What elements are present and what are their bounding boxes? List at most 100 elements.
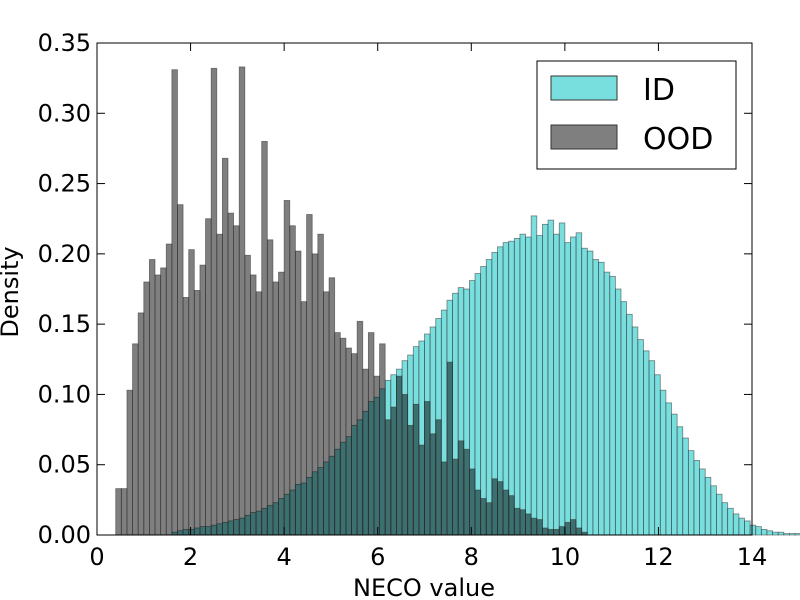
bar-ood-58 <box>440 461 448 536</box>
y-tick-label-4: 0.20 <box>38 240 91 268</box>
bar-id-61 <box>513 237 521 536</box>
y-axis: 0.00 0.05 0.10 0.15 0.20 0.25 0.30 0.35 <box>38 29 752 549</box>
x-tick-label-1: 2 <box>183 543 198 571</box>
bar-ood-40 <box>339 337 347 536</box>
bar-id-95 <box>704 476 712 536</box>
bar-ood-1 <box>120 488 128 536</box>
bar-ood-25 <box>255 291 263 536</box>
x-tick-label-4: 8 <box>464 543 479 571</box>
bar-id-110 <box>789 533 796 536</box>
bar-id-97 <box>716 493 723 536</box>
bar-ood-26 <box>261 140 268 536</box>
bar-ood-69 <box>502 489 510 536</box>
bar-id-87 <box>659 389 667 536</box>
bar-id-77 <box>603 271 611 536</box>
bar-ood-14 <box>193 290 201 536</box>
bar-ood-35 <box>311 253 319 536</box>
bar-ood-81 <box>570 519 577 536</box>
bar-id-68 <box>553 233 560 536</box>
y-tick-label-7: 0.35 <box>38 29 91 57</box>
bar-id-94 <box>699 468 706 536</box>
bar-ood-0 <box>115 488 122 536</box>
bar-id-84 <box>643 350 650 536</box>
bar-id-105 <box>760 528 768 536</box>
bar-ood-55 <box>424 401 431 536</box>
x-tick-label-5: 10 <box>550 543 581 571</box>
series-ood-bars <box>115 66 588 536</box>
bar-ood-80 <box>564 521 571 536</box>
bar-id-108 <box>777 531 785 536</box>
bar-ood-15 <box>199 264 206 536</box>
bar-ood-76 <box>542 527 549 536</box>
bar-ood-59 <box>446 361 453 536</box>
x-tick-label-0: 0 <box>89 543 104 571</box>
bar-ood-72 <box>519 509 526 536</box>
bar-id-82 <box>631 326 639 536</box>
legend-label-ood: OOD <box>643 122 713 157</box>
bar-ood-71 <box>513 507 521 536</box>
bar-id-76 <box>598 261 605 536</box>
bar-id-109 <box>783 533 790 536</box>
bar-ood-24 <box>250 274 257 536</box>
bar-ood-38 <box>328 277 336 536</box>
plot-frame <box>96 42 753 536</box>
bar-ood-52 <box>407 424 414 536</box>
bar-id-104 <box>755 526 762 536</box>
bar-id-93 <box>693 460 700 536</box>
legend-swatch-id <box>550 75 618 101</box>
bar-ood-30 <box>283 200 291 536</box>
bar-id-67 <box>547 219 555 536</box>
bar-ood-3 <box>132 343 139 536</box>
bar-id-74 <box>586 250 594 536</box>
bar-id-78 <box>609 275 616 536</box>
bar-id-98 <box>721 502 729 536</box>
bar-id-60 <box>508 240 515 536</box>
bar-ood-57 <box>435 419 442 536</box>
bar-ood-13 <box>188 249 195 536</box>
bar-id-99 <box>727 507 734 536</box>
bar-id-85 <box>648 360 656 536</box>
bar-ood-50 <box>396 375 403 536</box>
bar-ood-82 <box>575 527 583 536</box>
bar-id-92 <box>687 450 695 536</box>
bar-ood-74 <box>530 517 538 536</box>
bar-ood-77 <box>547 528 555 536</box>
bar-id-102 <box>744 520 751 536</box>
bar-id-100 <box>732 513 740 536</box>
bar-ood-53 <box>412 403 420 536</box>
bar-ood-6 <box>148 259 156 536</box>
x-axis-label: NECO value <box>353 574 495 600</box>
legend-swatch-ood <box>550 124 618 150</box>
bar-id-88 <box>665 402 672 536</box>
bar-ood-32 <box>294 250 302 536</box>
bar-ood-10 <box>171 69 178 536</box>
bar-ood-46 <box>373 375 380 536</box>
bar-ood-16 <box>205 218 212 536</box>
x-tick-label-6: 12 <box>643 543 674 571</box>
bar-ood-56 <box>429 433 437 536</box>
bar-id-55 <box>480 266 487 536</box>
bar-ood-36 <box>317 233 324 536</box>
bar-ood-45 <box>367 332 375 536</box>
bar-ood-42 <box>351 353 358 536</box>
bar-id-73 <box>581 247 588 536</box>
bar-id-69 <box>558 222 566 536</box>
bar-id-103 <box>749 524 757 536</box>
bar-ood-5 <box>143 281 150 536</box>
bar-ood-62 <box>463 448 470 536</box>
bar-ood-47 <box>379 343 386 536</box>
bar-ood-75 <box>536 519 543 536</box>
bar-id-89 <box>671 413 678 536</box>
bar-id-79 <box>614 288 622 536</box>
bar-id-96 <box>710 485 717 536</box>
bar-ood-31 <box>289 225 296 536</box>
bar-ood-65 <box>480 498 487 536</box>
bar-id-64 <box>530 215 538 536</box>
bar-ood-79 <box>558 526 566 536</box>
bar-ood-20 <box>227 212 235 536</box>
bar-ood-54 <box>418 444 425 536</box>
bar-id-65 <box>536 235 543 536</box>
bar-id-101 <box>738 517 745 536</box>
bar-ood-23 <box>244 254 251 536</box>
bar-ood-41 <box>345 347 352 536</box>
